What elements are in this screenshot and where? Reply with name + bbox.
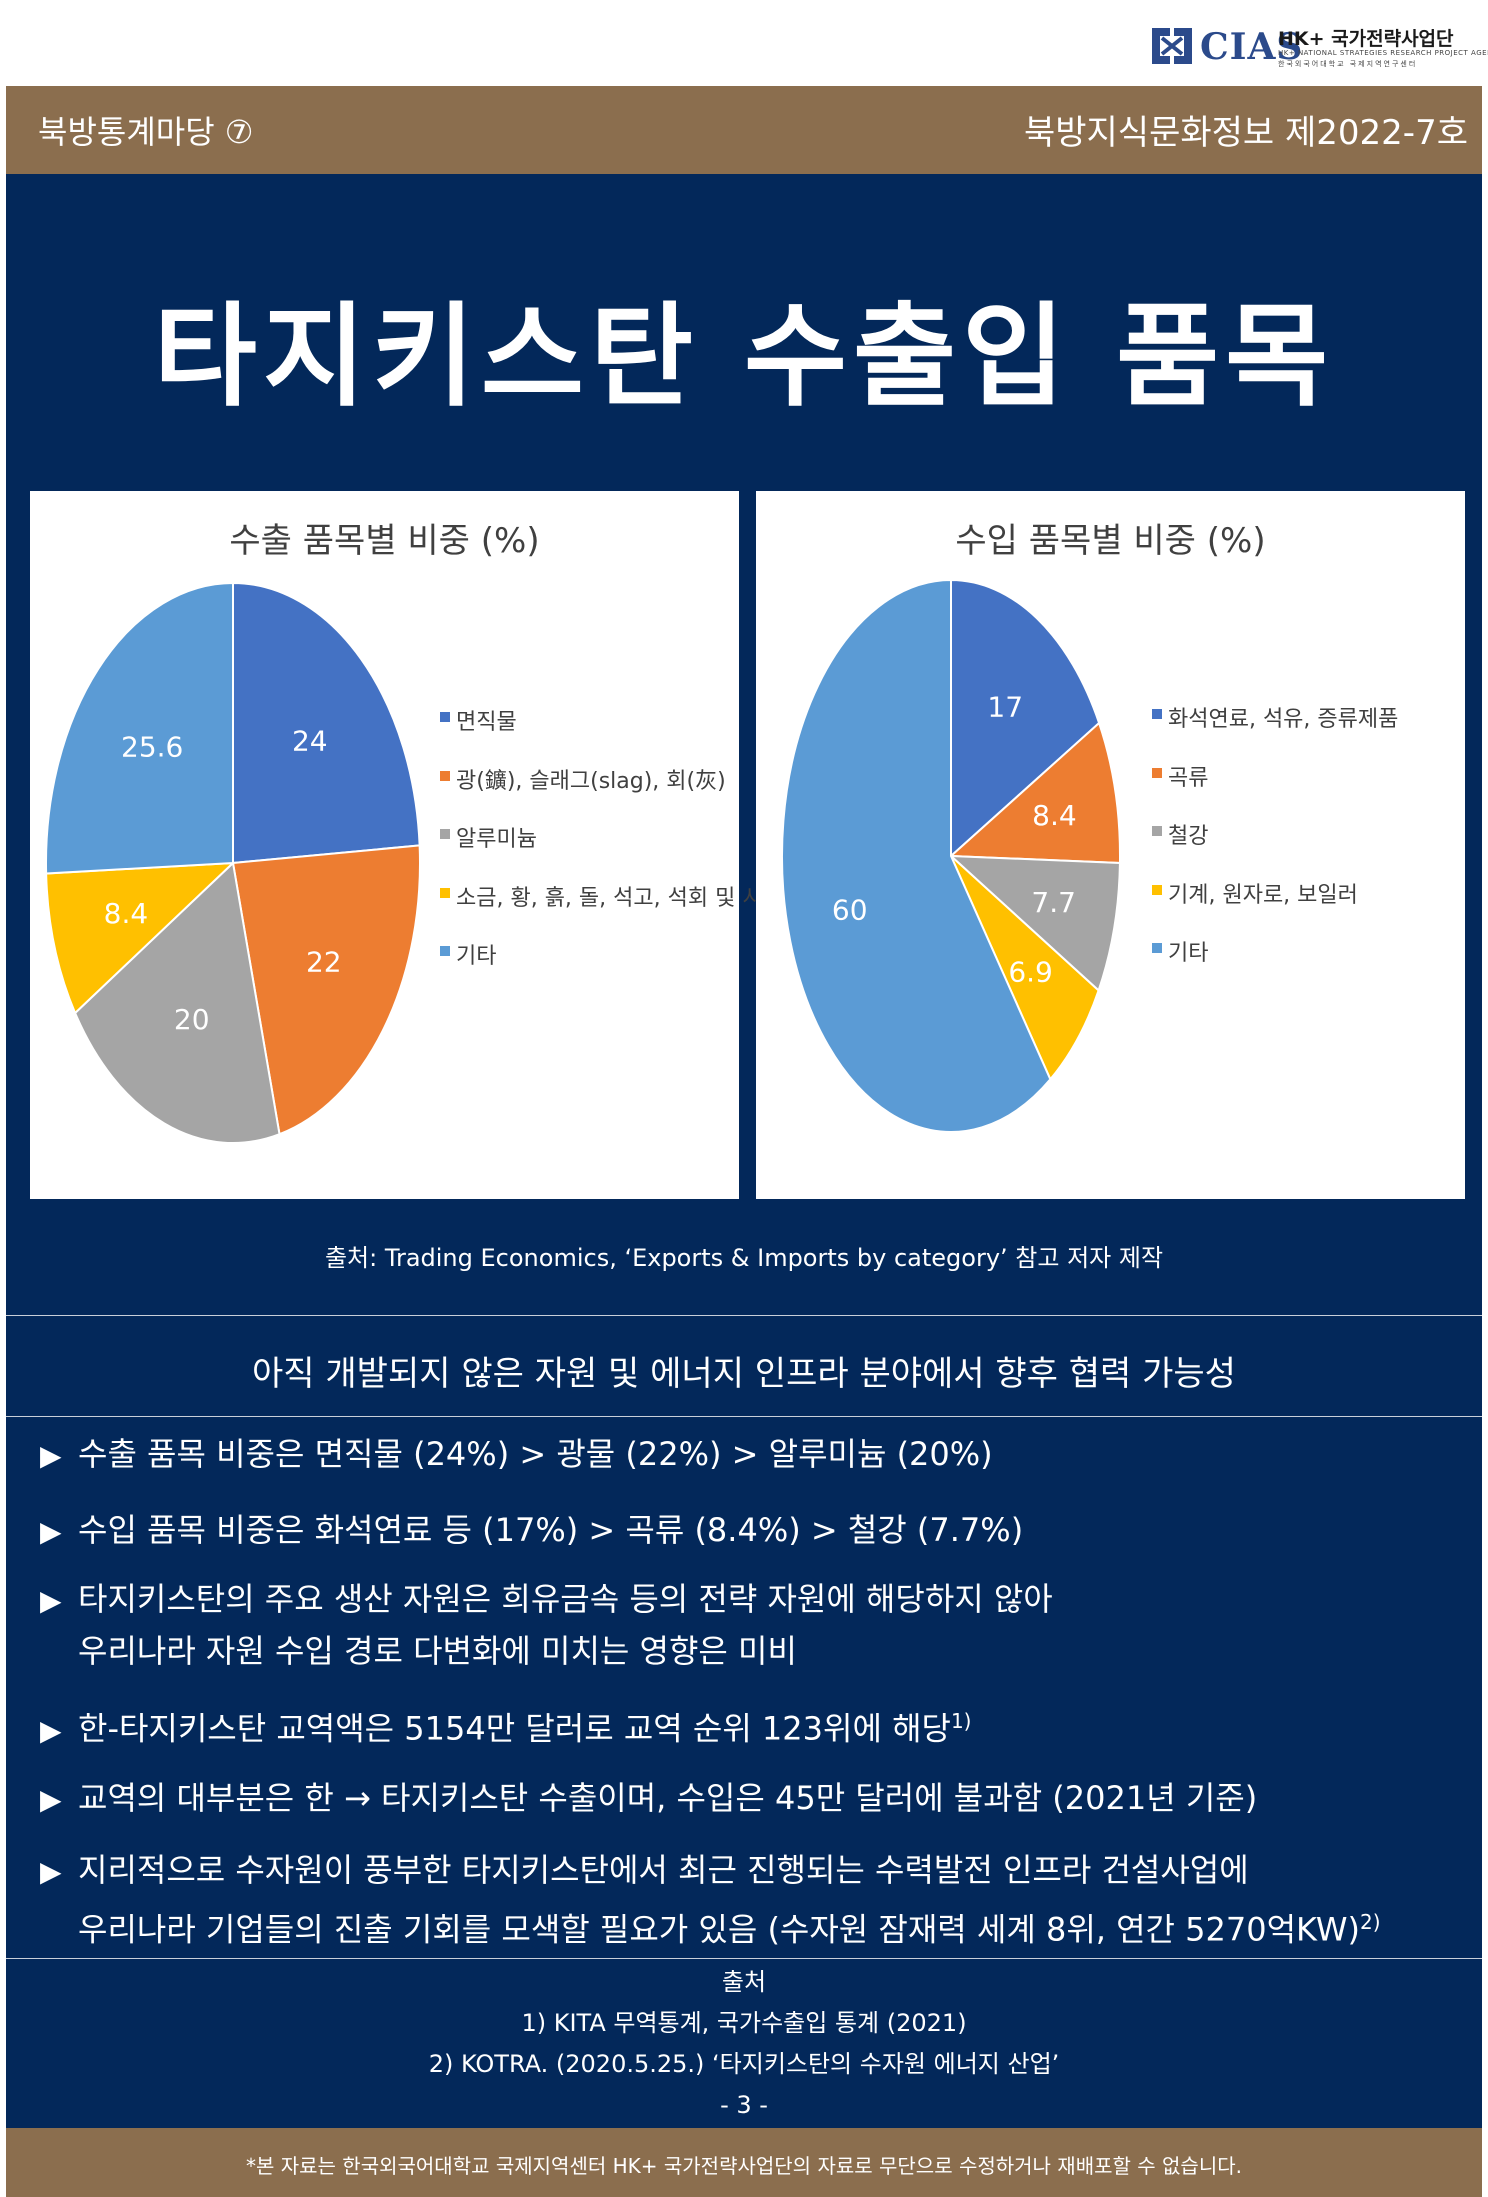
export-chart-title: 수출 품목별 비중 (%) (229, 521, 540, 561)
export-pie-chart: 24 22 20 8.4 25.6 (45, 581, 421, 1144)
bullet-hydropower: ▶ 지리적으로 수자원이 풍부한 타지키스탄에서 최근 진행되는 수력발전 인프라… (40, 1845, 1381, 1956)
import-data-label: 7.7 (1031, 886, 1076, 919)
legend-swatch (1152, 767, 1162, 778)
export-data-label: 8.4 (104, 897, 149, 930)
chart-source: 출처: Trading Economics, ‘Exports & Import… (324, 1244, 1164, 1272)
footnote-ref: 1) (950, 1709, 972, 1733)
legend-label: 광(鑛), 슬래그(slag), 회(灰) (456, 768, 726, 794)
legend-label: 소금, 황, 흙, 돌, 석고, 석회 및 시멘트 (456, 885, 804, 911)
logo-subtitle-ko: 한국외국어대학교 국제지역연구센터 (1278, 60, 1418, 68)
import-pie-chart: 17 8.4 7.7 6.9 60 (781, 578, 1121, 1133)
import-slice (950, 578, 1101, 859)
references: 출처 1) KITA 무역통계, 국가수출입 통계 (2021) 2) KOTR… (6, 1962, 1482, 2126)
legend-swatch (1152, 826, 1162, 836)
bullet-import-share: ▶ 수입 품목 비중은 화석연료 등 (17%) > 곡류 (8.4%) > 철강… (40, 1505, 1023, 1557)
bullet-text: 우리나라 기업들의 진출 기회를 모색할 필요가 있음 (수자원 잠재력 세계 … (78, 1910, 1361, 1949)
legend-swatch (440, 887, 450, 898)
logo-name: CIAS (1200, 26, 1304, 68)
issue-number: 북방지식문화정보 제2022-7호 (1023, 113, 1468, 153)
bullet-arrow-icon: ▶ (40, 1713, 62, 1747)
import-chart-panel: 수입 품목별 비중 (%) 17 8.4 7.7 6.9 60 화석연료, 석유, 증류… (756, 491, 1465, 1199)
bullet-text: 수입 품목 비중은 화석연료 등 (17%) > 곡류 (8.4%) > 철강 … (78, 1511, 1024, 1549)
bullet-text: 수출 품목 비중은 면직물 (24%) > 광물 (22%) > 알루미늄 (2… (78, 1435, 993, 1473)
import-data-label: 60 (832, 894, 868, 927)
logo-subtitle-en: HK+ NATIONAL STRATEGIES RESEARCH PROJECT… (1278, 49, 1488, 57)
bullet-strategic-resources: ▶ 타지키스탄의 주요 생산 자원은 희유금속 등의 전략 자원에 해당하지 않아… (40, 1574, 1053, 1677)
disclaimer: *본 자료는 한국외국어대학교 국제지역센터 HK+ 국가전략사업단의 자료로 … (245, 2154, 1242, 2178)
legend-label: 기타 (456, 944, 497, 969)
legend-swatch (1152, 709, 1162, 719)
footer-band (6, 2128, 1482, 2197)
bullet-trade-direction: ▶ 교역의 대부분은 한 → 타지키스탄 수출이며, 수입은 45만 달러에 불과… (40, 1773, 1257, 1825)
bullet-text-continued: 우리나라 기업들의 진출 기회를 모색할 필요가 있음 (수자원 잠재력 세계 … (40, 1897, 1381, 1956)
export-slice (232, 581, 421, 865)
legend-label: 기계, 원자로, 보일러 (1168, 882, 1358, 908)
references-heading: 출처 (721, 1968, 767, 1996)
import-slice (950, 855, 1100, 1082)
series-label: 북방통계마당 ⑦ (38, 113, 254, 151)
export-data-label: 20 (174, 1003, 210, 1036)
bullet-text: 교역의 대부분은 한 → 타지키스탄 수출이며, 수입은 45만 달러에 불과함… (78, 1779, 1258, 1817)
bullet-text: 타지키스탄의 주요 생산 자원은 희유금속 등의 전략 자원에 해당하지 않아 (78, 1580, 1053, 1618)
reference-item: 1) KITA 무역통계, 국가수출입 통계 (2021) (521, 2009, 967, 2037)
import-chart-title: 수입 품목별 비중 (%) (955, 521, 1266, 561)
bullet-text-continued: 우리나라 자원 수입 경로 다변화에 미치는 영향은 미비 (78, 1632, 797, 1670)
legend-label: 기타 (1168, 941, 1209, 966)
bullet-arrow-icon: ▶ (40, 1783, 62, 1816)
legend-label: 알루미늄 (456, 827, 537, 852)
section-subtitle: 아직 개발되지 않은 자원 및 에너지 인프라 분야에서 향후 협력 가능성 (252, 1354, 1236, 1394)
legend-swatch (1152, 943, 1162, 953)
bullet-export-share: ▶ 수출 품목 비중은 면직물 (24%) > 광물 (22%) > 알루미늄 (… (40, 1429, 993, 1481)
export-slice (45, 581, 234, 875)
import-data-label: 6.9 (1008, 955, 1053, 988)
bullet-text: 한-타지키스탄 교역액은 5154만 달러로 교역 순위 123위에 해당 (78, 1709, 951, 1748)
export-slice (73, 860, 281, 1144)
page-number: - 3 - (720, 2091, 768, 2119)
legend-label: 면직물 (456, 710, 517, 735)
legend-label: 화석연료, 석유, 증류제품 (1168, 707, 1399, 732)
cias-logo-mark-icon (1152, 28, 1192, 64)
import-slice (948, 721, 1121, 864)
export-data-label: 25.6 (121, 731, 183, 764)
bullet-arrow-icon: ▶ (40, 1439, 62, 1472)
legend-label: 철강 (1168, 824, 1209, 849)
subtitle-box (6, 1315, 1482, 1417)
bullet-arrow-icon: ▶ (40, 1584, 62, 1617)
export-slice (45, 861, 236, 1015)
bullet-arrow-icon: ▶ (40, 1855, 62, 1888)
export-data-label: 24 (292, 725, 328, 758)
import-data-label: 17 (987, 690, 1023, 723)
bullet-arrow-icon: ▶ (40, 1515, 62, 1548)
header-band (6, 86, 1482, 174)
export-slice (231, 844, 421, 1136)
legend-swatch (440, 946, 450, 956)
divider (6, 1958, 1482, 1959)
legend-swatch (440, 770, 450, 781)
logo-project: HK+ 국가전략사업단 (1278, 28, 1454, 50)
import-slice (781, 578, 1052, 1133)
export-data-label: 22 (306, 946, 342, 979)
bullet-text: 지리적으로 수자원이 풍부한 타지키스탄에서 최근 진행되는 수력발전 인프라 … (78, 1851, 1249, 1889)
legend-swatch (440, 712, 450, 722)
legend-swatch (440, 829, 450, 839)
page-title: 타지키스탄 수출입 품목 (153, 292, 1335, 422)
legend-label: 곡류 (1168, 765, 1209, 791)
import-slice (948, 854, 1121, 993)
export-chart-panel: 수출 품목별 비중 (%) 24 22 20 8.4 25.6 면직물 광(鑛), 슬래… (30, 491, 803, 1199)
bullet-trade-volume: ▶ 한-타지키스탄 교역액은 5154만 달러로 교역 순위 123위에 해당1) (40, 1696, 971, 1756)
reference-item: 2) KOTRA. (2020.5.25.) ‘타지키스탄의 수자원 에너지 산… (428, 2050, 1060, 2078)
cias-logo: CIAS HK+ 국가전략사업단 HK+ NATIONAL STRATEGIES… (1150, 20, 1488, 72)
legend-swatch (1152, 884, 1162, 895)
import-data-label: 8.4 (1032, 799, 1077, 832)
footnote-ref: 2) (1360, 1910, 1381, 1934)
